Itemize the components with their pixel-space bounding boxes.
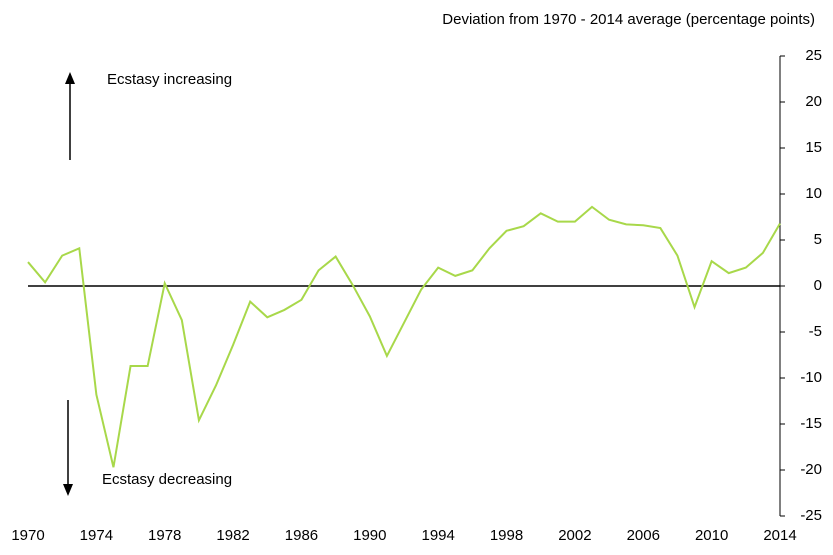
- y-tick-label: 10: [805, 185, 822, 202]
- x-tick-label: 2014: [763, 527, 796, 544]
- line: [27, 205, 781, 468]
- y-tick-label: 5: [814, 231, 822, 248]
- y-tick-label: 15: [805, 139, 822, 156]
- y-tick-label: -25: [800, 507, 822, 524]
- y-tick-label: 25: [805, 47, 822, 64]
- y-tick-label: -15: [800, 415, 822, 432]
- arrow-head: [65, 72, 75, 84]
- y-tick-label: -10: [800, 369, 822, 386]
- x-tick-label: 2010: [695, 527, 728, 544]
- annotation: Ecstasy increasing: [107, 71, 232, 88]
- x-tick-label: 1994: [421, 527, 454, 544]
- x-tick-label: 1978: [148, 527, 181, 544]
- x-tick-label: 2002: [558, 527, 591, 544]
- x-tick-label: 1990: [353, 527, 386, 544]
- y-tick-label: -5: [809, 323, 822, 340]
- x-tick-label: 1998: [490, 527, 523, 544]
- x-tick-label: 1986: [285, 527, 318, 544]
- annotation: Ecstasy decreasing: [102, 471, 232, 488]
- y-tick-label: -20: [800, 461, 822, 478]
- x-tick-label: 2006: [627, 527, 660, 544]
- axis-title: Deviation from 1970 - 2014 average (perc…: [442, 11, 815, 28]
- x-tick-label: 1982: [216, 527, 249, 544]
- arrow-head: [63, 484, 73, 496]
- y-tick-label: 20: [805, 93, 822, 110]
- y-tick-label: 0: [814, 277, 822, 294]
- x-tick-label: 1970: [11, 527, 44, 544]
- x-tick-label: 1974: [80, 527, 113, 544]
